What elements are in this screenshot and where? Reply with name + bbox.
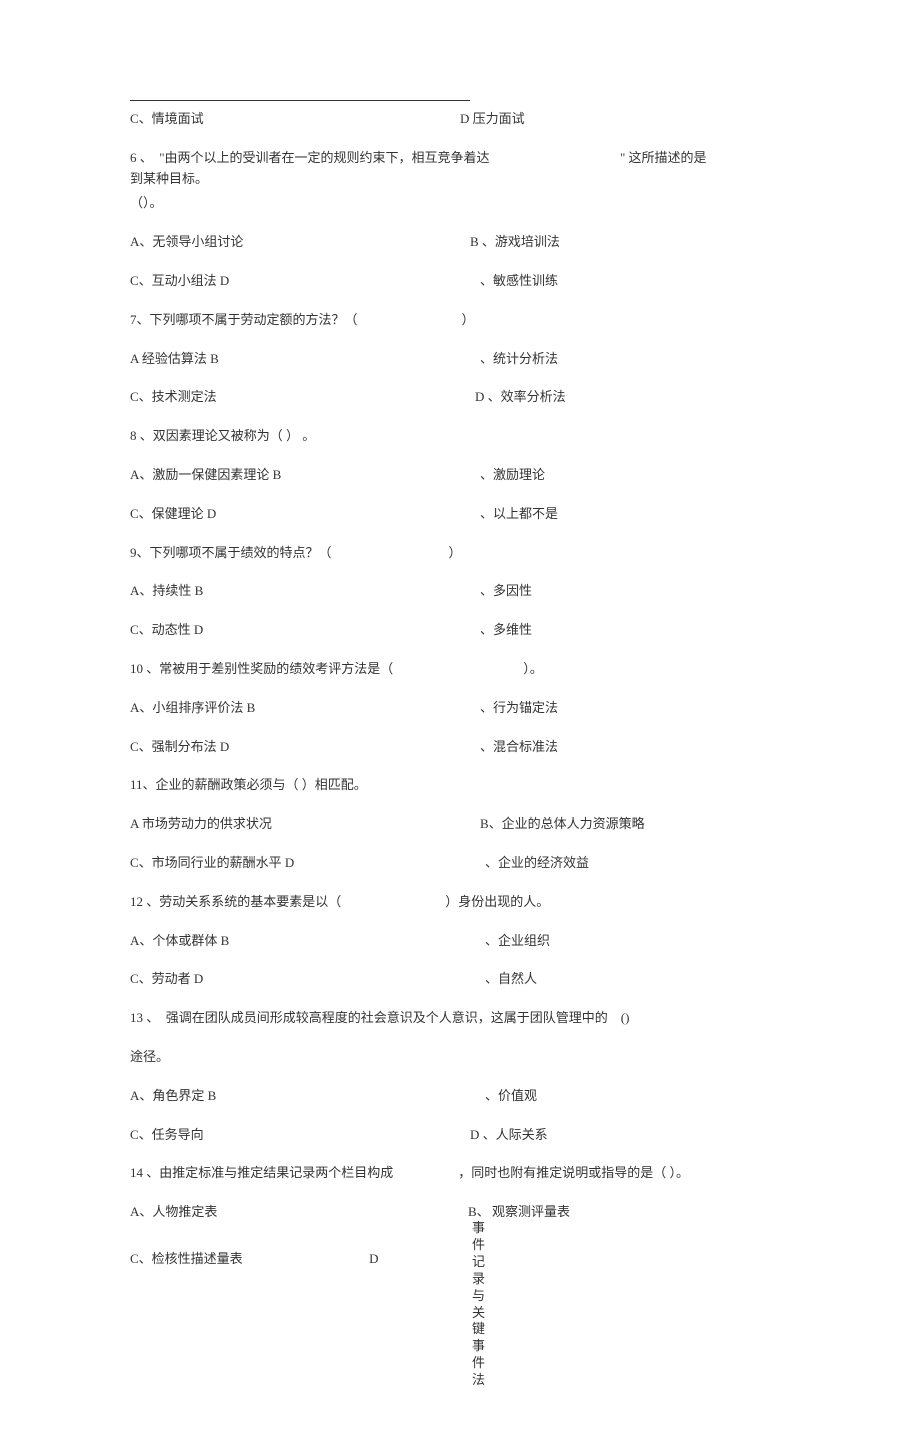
q10-option-a: A、小组排序评价法 B [130,698,440,719]
q10-stem: 10 、常被用于差别性奖励的绩效考评方法是（ ）。 [130,659,790,680]
q7-option-a: A 经验估算法 B [130,349,440,370]
q14-options-ab-row: A、人物推定表 C、检核性描述量表 D B、 观察测评量表 事件记录与关键事件法 [130,1202,790,1389]
q10-options-ab: A、小组排序评价法 B 、行为锚定法 [130,698,790,719]
q11-options-cd: C、市场同行业的薪酬水平 D 、企业的经济效益 [130,853,790,874]
q6-stem-row: 6 、 "由两个以上的受训者在一定的规则约束下，相互竞争着达到某种目标。 " 这… [130,148,790,190]
q11-option-d: 、企业的经济效益 [435,853,790,874]
q5-option-c: C、情境面试 [130,109,460,130]
q12-option-a: A、个体或群体 B [130,931,435,952]
q14-option-a: A、人物推定表 [130,1202,470,1223]
q11-option-c: C、市场同行业的薪酬水平 D [130,853,435,874]
q12-options-cd: C、劳动者 D 、自然人 [130,969,790,990]
q11-options-ab: A 市场劳动力的供求状况 B、企业的总体人力资源策略 [130,814,790,835]
q6-stem-paren: （）。 [130,193,790,214]
q14-option-d-letter: D [369,1251,378,1266]
q6-stem-left: 6 、 "由两个以上的受训者在一定的规则约束下，相互竞争着达到某种目标。 [130,148,500,190]
q9-stem: 9、下列哪项不属于绩效的特点？（ ） [130,543,790,564]
q10-option-b: 、行为锚定法 [440,698,790,719]
q11-stem: 11、企业的薪酬政策必须与（ ）相匹配。 [130,775,790,796]
q13-options-cd: C、任务导向 D 、人际关系 [130,1125,790,1146]
q9-option-d: 、多维性 [440,620,790,641]
q11-option-b: B、企业的总体人力资源策略 [440,814,790,835]
q11-option-a: A 市场劳动力的供求状况 [130,814,440,835]
q6-option-b: B 、游戏培训法 [450,232,790,253]
q13-option-b: 、价值观 [435,1086,790,1107]
q13-option-a: A、角色界定 B [130,1086,435,1107]
q6-option-c: C、互动小组法 D [130,271,440,292]
q12-option-d: 、自然人 [435,969,790,990]
q14-stem: 14 、由推定标准与推定结果记录两个栏目构成 ，同时也附有推定说明或指导的是（ … [130,1163,790,1184]
q7-options-cd: C、技术测定法 D 、效率分析法 [130,387,790,408]
q14-option-c: C、检核性描述量表 [130,1251,243,1266]
q12-option-c: C、劳动者 D [130,969,435,990]
q7-option-b: 、统计分析法 [440,349,790,370]
q14-option-b-vertical: 事件记录与关键事件法 [472,1220,486,1389]
q13-stem-cont: 途径。 [130,1047,790,1068]
q9-options-cd: C、动态性 D 、多维性 [130,620,790,641]
q9-options-ab: A、持续性 B 、多因性 [130,581,790,602]
q14-option-b-block: B、 观察测评量表 事件记录与关键事件法 [470,1202,494,1389]
q8-option-a: A、激励一保健因素理论 B [130,465,440,486]
q8-stem: 8 、双因素理论又被称为（ ） 。 [130,426,790,447]
q14-option-b-prefix: B、 [468,1202,490,1223]
q8-options-cd: C、保健理论 D 、以上都不是 [130,504,790,525]
q14-option-b-right: 观察测评量表 [492,1202,570,1223]
q9-option-c: C、动态性 D [130,620,440,641]
q7-stem: 7、下列哪项不属于劳动定额的方法？（ ） [130,310,790,331]
header-rule [130,100,470,101]
q6-option-d: 、敏感性训练 [440,271,790,292]
q6-option-a: A、无领导小组讨论 [130,232,450,253]
q10-option-c: C、强制分布法 D [130,737,440,758]
q8-option-c: C、保健理论 D [130,504,440,525]
q6-options-cd: C、互动小组法 D 、敏感性训练 [130,271,790,292]
q8-option-d: 、以上都不是 [440,504,790,525]
q13-option-c: C、任务导向 [130,1125,450,1146]
q13-options-ab: A、角色界定 B 、价值观 [130,1086,790,1107]
q9-option-b: 、多因性 [440,581,790,602]
q10-options-cd: C、强制分布法 D 、混合标准法 [130,737,790,758]
q8-options-ab: A、激励一保健因素理论 B 、激励理论 [130,465,790,486]
q7-options-ab: A 经验估算法 B 、统计分析法 [130,349,790,370]
q9-option-a: A、持续性 B [130,581,440,602]
q6-stem-right: " 这所描述的是 [620,148,707,169]
q14-options-cd-inline: C、检核性描述量表 D [130,1249,470,1270]
q5-options-row: C、情境面试 D 压力面试 [130,109,790,130]
q13-option-d: D 、人际关系 [450,1125,790,1146]
q7-option-d: D 、效率分析法 [445,387,790,408]
q12-options-ab: A、个体或群体 B 、企业组织 [130,931,790,952]
q5-option-d: D 压力面试 [460,109,790,130]
q7-option-c: C、技术测定法 [130,387,445,408]
q12-stem: 12 、劳动关系系统的基本要素是以（ ）身份出现的人。 [130,892,790,913]
q12-option-b: 、企业组织 [435,931,790,952]
q6-options-ab: A、无领导小组讨论 B 、游戏培训法 [130,232,790,253]
q8-option-b: 、激励理论 [440,465,790,486]
q13-stem: 13 、 强调在团队成员间形成较高程度的社会意识及个人意识，这属于团队管理中的 … [130,1008,790,1029]
q10-option-d: 、混合标准法 [440,737,790,758]
